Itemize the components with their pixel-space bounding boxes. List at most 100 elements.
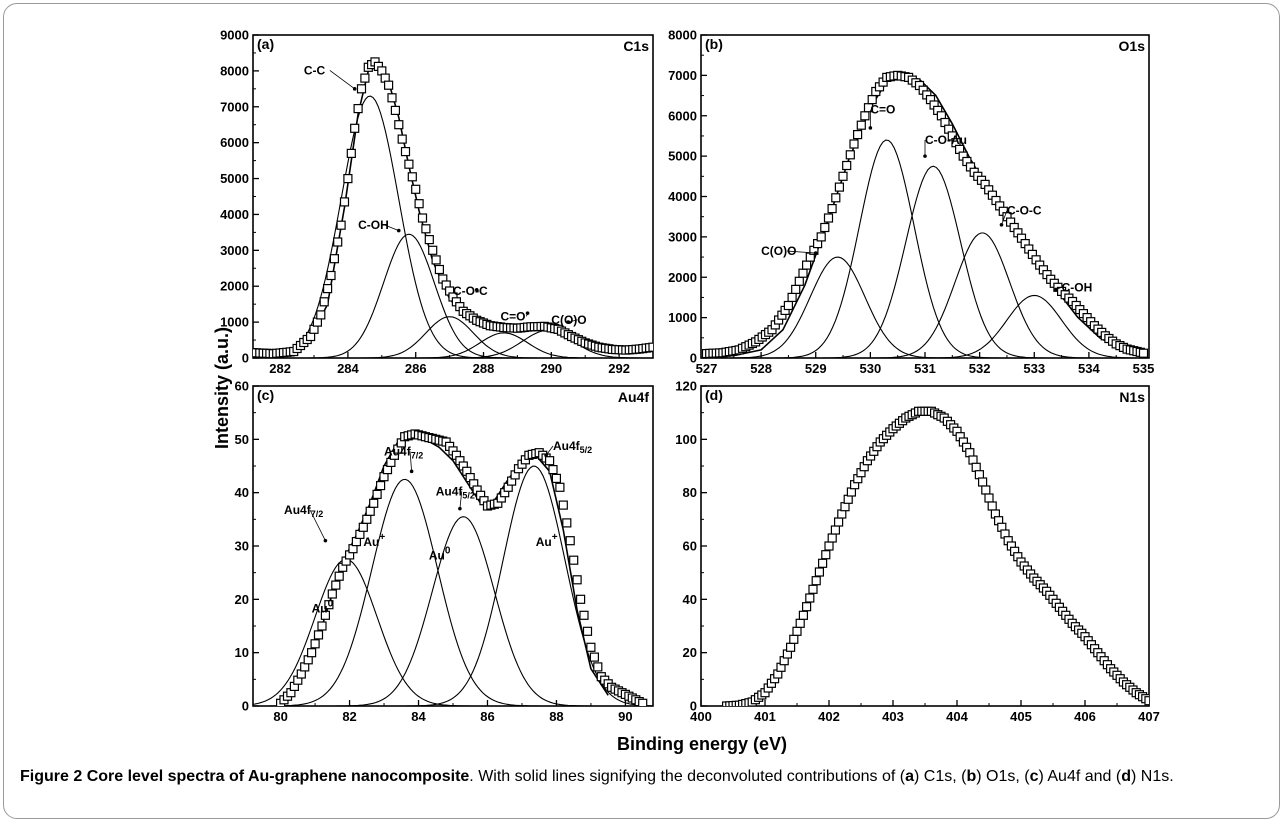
data-point <box>353 103 363 114</box>
caption-text-4: ) Au4f and ( <box>1038 768 1122 785</box>
peak-annotation: Au+ <box>363 532 385 549</box>
peak-annotation: Au4f7/2 <box>384 444 423 460</box>
y-tick-label: 3000 <box>668 229 697 244</box>
data-point <box>816 232 826 242</box>
y-tick-label: 40 <box>683 592 697 607</box>
annotation-arrowhead <box>474 288 479 292</box>
data-point <box>551 473 562 483</box>
caption-figure-label: Figure 2 <box>20 768 83 785</box>
fit-component <box>701 165 1149 358</box>
x-tick-label: 407 <box>1138 709 1160 724</box>
data-point <box>562 518 572 528</box>
data-point <box>823 213 834 223</box>
data-point <box>840 502 850 512</box>
data-point <box>783 300 794 311</box>
plot-area <box>721 406 1149 706</box>
panel-label: N1s <box>1119 389 1145 405</box>
data-point <box>817 558 828 568</box>
plot-area <box>701 70 1149 358</box>
data-point <box>798 610 809 620</box>
y-tick-label: 7000 <box>668 68 697 83</box>
y-tick-label: 8000 <box>668 28 697 43</box>
data-point <box>339 197 350 207</box>
caption-title: Core level spectra of Au-graphene nanoco… <box>86 768 470 785</box>
x-tick-label: 406 <box>1074 709 1096 724</box>
annotation-arrowhead <box>544 453 548 458</box>
data-point <box>831 193 841 203</box>
data-point <box>787 292 797 302</box>
data-point <box>417 213 428 223</box>
fit-component <box>253 478 653 706</box>
data-point <box>336 220 346 230</box>
data-point <box>334 571 344 581</box>
annotation-leader <box>329 70 355 90</box>
annotation-leader <box>309 509 326 541</box>
data-point <box>834 182 845 192</box>
annotation-leader <box>383 224 399 231</box>
y-tick-label: 5000 <box>668 149 697 164</box>
data-point <box>582 626 593 636</box>
caption-panel-d: d <box>1121 768 1131 785</box>
data-point <box>827 204 837 214</box>
panel-b: 527 528 529 530 531 532 533 534 535 0 1000 2000 3000… <box>668 28 1154 377</box>
data-point <box>307 648 317 658</box>
data-point <box>842 160 852 171</box>
data-point <box>320 610 330 620</box>
y-tick-label: 1000 <box>668 310 697 325</box>
data-point <box>824 541 834 551</box>
caption-text-3: ) O1s, ( <box>976 768 1030 785</box>
caption-panel-c: c <box>1029 768 1039 785</box>
peak-annotation: C(O)O <box>761 244 796 258</box>
data-point <box>1138 348 1149 358</box>
annotation-leader <box>545 445 554 456</box>
data-point <box>565 536 575 546</box>
x-tick-label: 290 <box>540 361 562 376</box>
x-tick-label: 401 <box>754 709 776 724</box>
data-point <box>987 501 997 511</box>
data-point <box>397 134 407 144</box>
y-tick-label: 60 <box>683 539 697 554</box>
panel-d: 400 401 402 403 404 405 406 407 0 20 40 60 80 100 120 (… <box>675 379 1160 725</box>
y-tick-label: 100 <box>675 432 697 447</box>
y-tick-label: 6000 <box>668 108 697 123</box>
fit-component <box>701 256 1149 358</box>
y-tick-label: 20 <box>235 592 249 607</box>
data-point <box>310 639 320 649</box>
data-point <box>326 270 336 281</box>
annotation-leader <box>1001 210 1008 225</box>
y-tick-label: 6000 <box>220 135 249 150</box>
y-tick-label: 3000 <box>220 243 249 258</box>
data-point <box>827 533 837 543</box>
data-point <box>329 254 339 264</box>
data-point <box>323 284 333 294</box>
annotation-leader <box>409 451 413 472</box>
y-tick-label: 0 <box>242 699 249 714</box>
data-point <box>821 550 831 560</box>
annotation-arrowhead <box>409 469 414 474</box>
data-point <box>820 222 830 233</box>
caption-panel-a: a <box>905 768 914 785</box>
data-point <box>856 120 866 130</box>
peak-annotation: C-O-C <box>453 284 488 298</box>
annotation-arrowhead <box>458 506 462 511</box>
data-point <box>346 148 356 158</box>
annotation-arrowhead <box>999 222 1004 227</box>
data-point <box>424 235 434 245</box>
data-point <box>331 580 341 590</box>
peak-annotation: C(O)O <box>551 313 586 327</box>
x-axis-title: Binding energy (eV) <box>617 734 787 754</box>
data-point <box>801 260 812 270</box>
peak-annotation: C-O-C <box>1007 204 1042 218</box>
panel-a: 282 284 286 288 290 292 0 1000 2000 3000 4000 5000 6… <box>220 28 654 376</box>
data-point <box>428 245 438 255</box>
x-tick-label: 284 <box>337 361 359 376</box>
data-point <box>431 255 441 265</box>
y-tick-label: 0 <box>690 351 697 366</box>
data-point <box>814 567 825 577</box>
y-tick-label: 0 <box>242 351 249 366</box>
panel-frame <box>252 34 654 359</box>
x-tick-label: 288 <box>473 361 495 376</box>
panel-tag: (a) <box>257 36 274 52</box>
fit-component <box>253 332 653 358</box>
x-tick-label: 80 <box>273 709 287 724</box>
